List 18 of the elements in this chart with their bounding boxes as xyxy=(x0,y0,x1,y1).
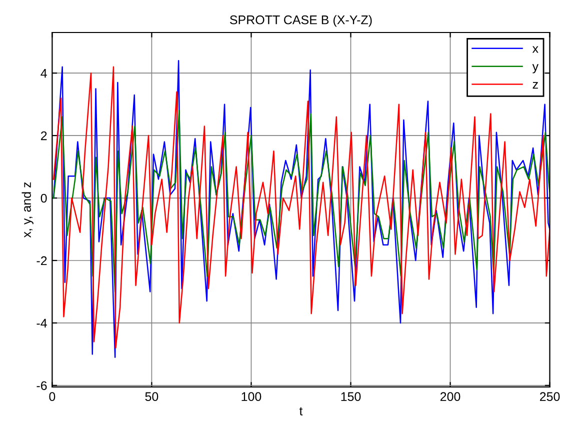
y-tick-label: -2 xyxy=(36,256,47,266)
x-tick-label: 0 xyxy=(49,392,56,402)
legend-label: x xyxy=(532,46,538,53)
y-tick-label: 4 xyxy=(40,69,47,78)
legend-label: z xyxy=(532,82,538,89)
y-tick-label: 2 xyxy=(40,131,47,140)
legend-label: y xyxy=(532,64,539,74)
y-tick-label: -6 xyxy=(36,381,47,390)
y-tick-label: -4 xyxy=(36,318,47,328)
y-axis-title: x, y, and z xyxy=(22,182,34,238)
chart-title: SPROTT CASE B (X-Y-Z) xyxy=(230,15,372,27)
x-tick-label: 200 xyxy=(440,392,460,402)
y-tick-label: 0 xyxy=(40,194,47,203)
x-tick-label: 250 xyxy=(540,392,560,402)
x-axis-title: t xyxy=(299,407,303,416)
x-tick-label: 150 xyxy=(341,392,361,402)
x-tick-label: 100 xyxy=(242,392,262,402)
x-tick-label: 50 xyxy=(145,392,158,402)
